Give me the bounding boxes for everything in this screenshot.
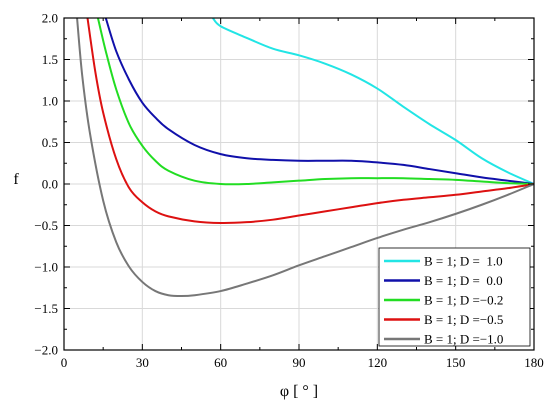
series-line-2 [104,18,534,185]
x-tick-label: 30 [136,355,149,370]
y-tick-label: 1.0 [42,94,58,109]
series-layer [76,18,534,298]
y-tick-label: 2.0 [42,11,58,26]
x-tick-label: 0 [61,355,68,370]
y-tick-label: −1.5 [34,301,58,316]
legend-box [378,247,531,347]
y-tick-label: −2.0 [34,343,58,358]
y-tick-label: −1.0 [34,260,58,275]
legend-label-5: B = 1; D =−1.0 [424,332,503,347]
x-tick-label: 150 [446,355,466,370]
x-tick-label: 180 [524,355,544,370]
x-axis-label: φ [ ° ] [280,383,318,400]
legend-items: B = 1; D = 1.0 B = 1; D = 0.0 B = 1; D =−0… [384,254,503,347]
x-tick-label: 120 [368,355,388,370]
y-tick-label: 0.5 [42,135,58,150]
legend-label-3: B = 1; D =−0.2 [424,293,503,308]
x-tick-label: 90 [293,355,306,370]
y-axis-ticks: −2.0 −1.5 −1.0 −0.5 0.0 0.5 1.0 1.5 2.0 [34,11,534,358]
legend: B = 1; D = 1.0 B = 1; D = 0.0 B = 1; D =−0… [378,247,531,347]
x-tick-label: 60 [214,355,227,370]
legend-label-2: B = 1; D = 0.0 [424,273,503,288]
y-axis-label: f [13,171,19,188]
series-line-5 [76,18,534,298]
y-tick-label: 0.0 [42,177,58,192]
series-line-4 [86,18,534,225]
legend-label-1: B = 1; D = 1.0 [424,254,503,269]
series-line-3 [96,18,534,186]
minor-ticks [64,18,534,350]
y-tick-label: 1.5 [42,52,58,67]
y-tick-label: −0.5 [34,218,58,233]
legend-label-4: B = 1; D =−0.5 [424,312,503,327]
x-axis-ticks: 0 30 60 90 120 150 180 [61,18,544,370]
series-line-1 [212,18,534,185]
